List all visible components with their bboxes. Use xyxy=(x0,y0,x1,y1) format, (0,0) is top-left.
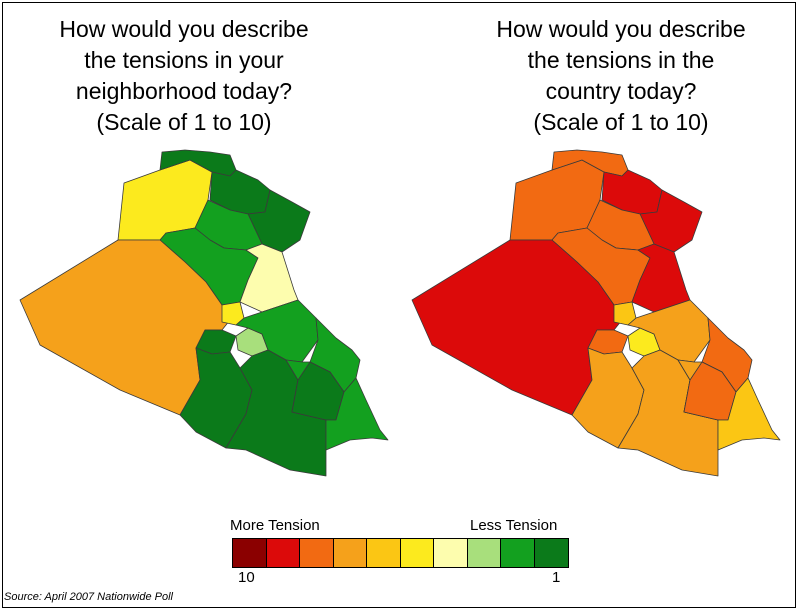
legend-swatch-8 xyxy=(300,539,334,567)
region-far-north-top xyxy=(551,149,629,177)
region-south-east xyxy=(325,377,389,451)
legend-min-label: 10 xyxy=(238,569,255,586)
legend-swatch-10 xyxy=(233,539,267,567)
region-south-east xyxy=(717,377,781,451)
source-note: Source: April 2007 Nationwide Poll xyxy=(4,591,173,603)
legend-more-tension-label: More Tension xyxy=(230,517,320,534)
legend-swatch-7 xyxy=(333,539,367,567)
neighborhood-tension-map xyxy=(19,149,389,477)
country-tension-map xyxy=(411,149,781,477)
legend-swatch-3 xyxy=(467,539,501,567)
region-far-north-top xyxy=(159,149,237,177)
legend-max-label: 1 xyxy=(552,569,561,586)
legend-swatch-1 xyxy=(534,539,568,567)
legend-swatch-5 xyxy=(400,539,434,567)
legend-less-tension-label: Less Tension xyxy=(470,517,558,534)
legend-color-scale xyxy=(232,538,569,568)
neighborhood-map-title: How would you describe the tensions in y… xyxy=(59,16,309,135)
country-map-title: How would you describe the tensions in t… xyxy=(496,16,746,135)
legend-swatch-4 xyxy=(434,539,468,567)
legend-swatch-9 xyxy=(266,539,300,567)
legend-swatch-6 xyxy=(367,539,401,567)
legend-swatch-2 xyxy=(501,539,535,567)
